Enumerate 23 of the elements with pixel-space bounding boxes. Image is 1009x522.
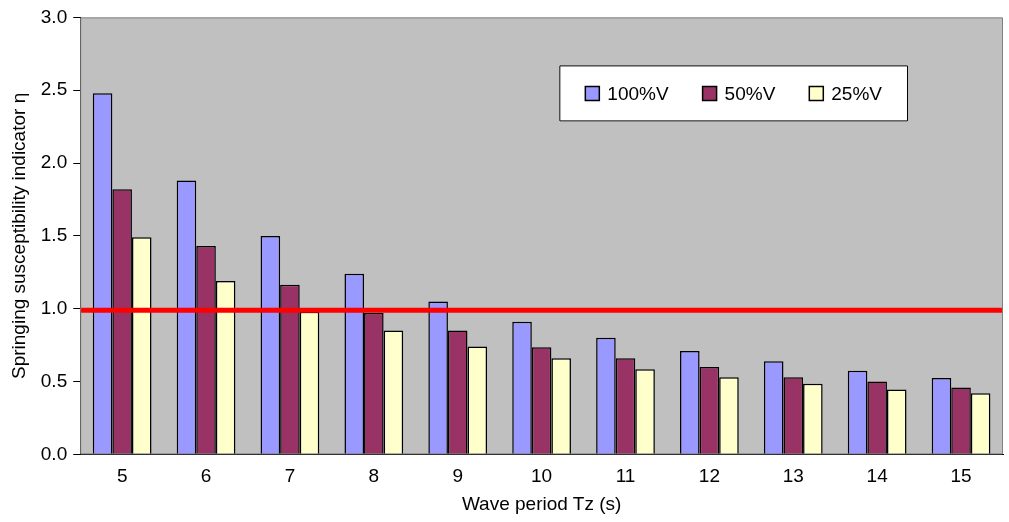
x-tick-label: 6 xyxy=(200,465,212,487)
x-tick-label: 12 xyxy=(698,465,720,487)
y-tick-label: 1.0 xyxy=(40,296,68,318)
x-tick-label: 13 xyxy=(782,465,804,487)
legend-label: 50%V xyxy=(724,82,776,104)
x-tick-label: 7 xyxy=(284,465,296,487)
y-tick-label: 0.5 xyxy=(40,369,68,391)
x-tick-label: 15 xyxy=(950,465,972,487)
y-tick-label: 3.0 xyxy=(40,5,68,27)
x-tick-label: 9 xyxy=(452,465,464,487)
x-axis-title: Wave period Tz (s) xyxy=(461,492,622,514)
y-tick-label: 0.0 xyxy=(40,442,68,464)
x-tick-label: 11 xyxy=(615,465,636,487)
x-tick-label: 5 xyxy=(116,465,128,487)
y-axis-title: Springing susceptibility indicator η xyxy=(7,92,29,380)
x-tick-label: 14 xyxy=(866,465,889,487)
y-tick-label: 1.5 xyxy=(40,224,68,246)
legend-label: 100%V xyxy=(607,82,669,104)
x-tick-label: 8 xyxy=(368,465,380,487)
y-tick-label: 2.0 xyxy=(40,151,68,173)
y-tick-label: 2.5 xyxy=(40,78,68,100)
x-tick-label: 10 xyxy=(531,465,553,487)
legend-label: 25%V xyxy=(831,82,883,104)
